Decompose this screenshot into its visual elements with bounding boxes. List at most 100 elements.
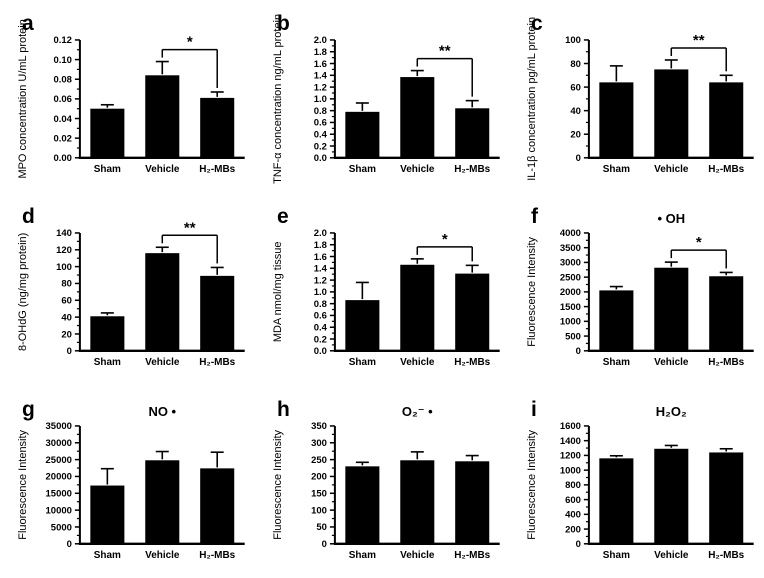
- bar-Vehicle: [145, 75, 180, 158]
- y-tick-label: 1200: [560, 450, 581, 461]
- bar-Sham: [344, 111, 380, 158]
- y-tick-label: 800: [565, 480, 581, 491]
- y-tick-label: 400: [565, 509, 581, 520]
- chart-title: NO •: [148, 403, 176, 418]
- y-tick-label: 200: [311, 471, 327, 482]
- y-axis-label: Fluorescence Intensity: [526, 429, 538, 539]
- x-category-label: Sham: [94, 357, 121, 368]
- bar-Sham: [344, 299, 380, 351]
- x-category-label: Sham: [94, 164, 121, 175]
- y-tick-label: 1.8: [313, 240, 326, 251]
- chart-h: h O₂⁻ • 0 50 100 150 200 250 300 350 Fluorescence …: [272, 397, 500, 560]
- sig-stars: **: [439, 43, 451, 60]
- panel-i: i H₂O₂ 0 200 400 600 800 1000 1200 1400 1600 Fluore…: [509, 386, 764, 578]
- bar-Sham: [90, 316, 125, 351]
- y-tick-label: 50: [316, 522, 327, 533]
- bar-Vehicle: [654, 69, 689, 158]
- x-category-label: H₂-MBs: [454, 164, 490, 175]
- y-tick-label: 0: [576, 539, 581, 550]
- x-category-label: Vehicle: [145, 357, 180, 368]
- x-category-label: Sham: [94, 549, 121, 560]
- x-category-label: H₂-MBs: [454, 549, 490, 560]
- y-tick-label: 0.4: [313, 322, 327, 333]
- y-tick-label: 20: [571, 130, 582, 141]
- y-tick-label: 1.0: [313, 287, 326, 298]
- bar-H₂-MBs: [200, 467, 235, 544]
- y-tick-label: 35000: [46, 421, 72, 432]
- y-tick-label: 10000: [46, 505, 72, 516]
- y-tick-label: 1.2: [313, 82, 326, 93]
- chart-g: g NO • 0 5000 10000 15000 20000 25000 30000 35000…: [17, 397, 245, 560]
- x-category-label: Sham: [603, 357, 630, 368]
- y-tick-label: 600: [565, 494, 581, 505]
- panel-letter: g: [22, 397, 35, 420]
- chart-title: O₂⁻ •: [402, 403, 433, 418]
- y-tick-label: 1400: [560, 435, 581, 446]
- y-tick-label: 0.02: [53, 133, 71, 144]
- y-tick-label: 0.6: [313, 310, 326, 321]
- y-tick-label: 1000: [560, 465, 581, 476]
- x-category-label: H₂-MBs: [709, 164, 745, 175]
- y-axis-label: Fluorescence Intensity: [17, 429, 29, 539]
- bar-Vehicle: [399, 77, 434, 158]
- sig-stars: **: [693, 32, 705, 49]
- bar-H₂-MBs: [454, 460, 489, 544]
- y-tick-label: 100: [565, 35, 581, 46]
- y-tick-label: 140: [56, 228, 72, 239]
- panel-e: e 0.0 0.2 0.4 0.6 0.8 1.0 1.2 1.4 1.6 1.8 2.0 MDA nm…: [255, 193, 510, 386]
- y-tick-label: 200: [565, 524, 581, 535]
- chart-i: i H₂O₂ 0 200 400 600 800 1000 1200 1400 1600 Fluore…: [526, 397, 755, 560]
- y-tick-label: 60: [571, 82, 582, 93]
- bar-H₂-MBs: [454, 273, 489, 351]
- y-tick-label: 2.0: [313, 228, 326, 239]
- sig-stars: *: [696, 234, 702, 251]
- y-tick-label: 2500: [560, 272, 581, 283]
- y-tick-label: 0.0: [313, 153, 326, 164]
- y-tick-label: 1.4: [313, 263, 327, 274]
- y-tick-label: 3500: [560, 243, 581, 254]
- y-tick-label: 120: [56, 245, 72, 256]
- bar-Sham: [599, 457, 634, 544]
- y-tick-label: 0.06: [53, 94, 71, 105]
- bar-H₂-MBs: [454, 108, 489, 158]
- bar-H₂-MBs: [200, 97, 235, 158]
- x-category-label: Sham: [348, 549, 375, 560]
- y-tick-label: 500: [565, 331, 581, 342]
- x-category-label: Vehicle: [145, 549, 180, 560]
- y-tick-label: 1.4: [313, 71, 327, 82]
- x-category-label: H₂-MBs: [709, 357, 745, 368]
- y-tick-label: 150: [311, 488, 327, 499]
- y-tick-label: 100: [56, 262, 72, 273]
- x-category-label: Sham: [603, 164, 630, 175]
- y-tick-label: 20000: [46, 471, 72, 482]
- bar-Sham: [599, 290, 634, 351]
- x-category-label: Vehicle: [654, 164, 689, 175]
- y-tick-label: 40: [571, 106, 582, 117]
- y-tick-label: 0.08: [53, 75, 71, 86]
- y-tick-label: 40: [61, 312, 72, 323]
- y-tick-label: 350: [311, 421, 327, 432]
- y-tick-label: 2000: [560, 287, 581, 298]
- panel-b: b 0.0 0.2 0.4 0.6 0.8 1.0 1.2 1.4 1.6 1.8 2.0 TNF-α …: [255, 0, 510, 193]
- panel-d: d 0 20 40 60 80 100 120 140 8-OHdG (ng/mg protein…: [0, 193, 255, 386]
- y-tick-label: 1600: [560, 421, 581, 432]
- y-tick-label: 0.0: [313, 346, 326, 357]
- y-tick-label: 0.4: [313, 130, 327, 141]
- bar-Sham: [90, 108, 125, 158]
- chart-e: e 0.00.20.40.60.81.01.21.41.61.82.0 MDA nm…: [272, 205, 500, 368]
- y-tick-label: 1.0: [313, 94, 326, 105]
- y-tick-label: 80: [61, 278, 72, 289]
- chart-d: d 0 20 40 60 80 100 120 140 8-OHdG (ng/mg protein…: [17, 205, 245, 368]
- y-tick-label: 100: [311, 505, 327, 516]
- bar-Vehicle: [654, 448, 689, 544]
- x-category-label: Sham: [603, 549, 630, 560]
- chart-f: f • OH 0 500 1000 1500 2000 2500 3000 3500 4000 Flu…: [526, 205, 755, 368]
- panel-letter: h: [277, 397, 290, 420]
- y-tick-label: 30000: [46, 438, 72, 449]
- panel-letter: a: [22, 12, 34, 35]
- panel-h: h O₂⁻ • 0 50 100 150 200 250 300 350 Fluorescence …: [255, 386, 510, 578]
- y-axis-label: TNF-α concentration ng/mL protein: [272, 14, 284, 184]
- panel-g: g NO • 0 5000 10000 15000 20000 25000 30000 35000…: [0, 386, 255, 578]
- y-tick-label: 60: [61, 295, 72, 306]
- y-tick-label: 0.2: [313, 334, 326, 345]
